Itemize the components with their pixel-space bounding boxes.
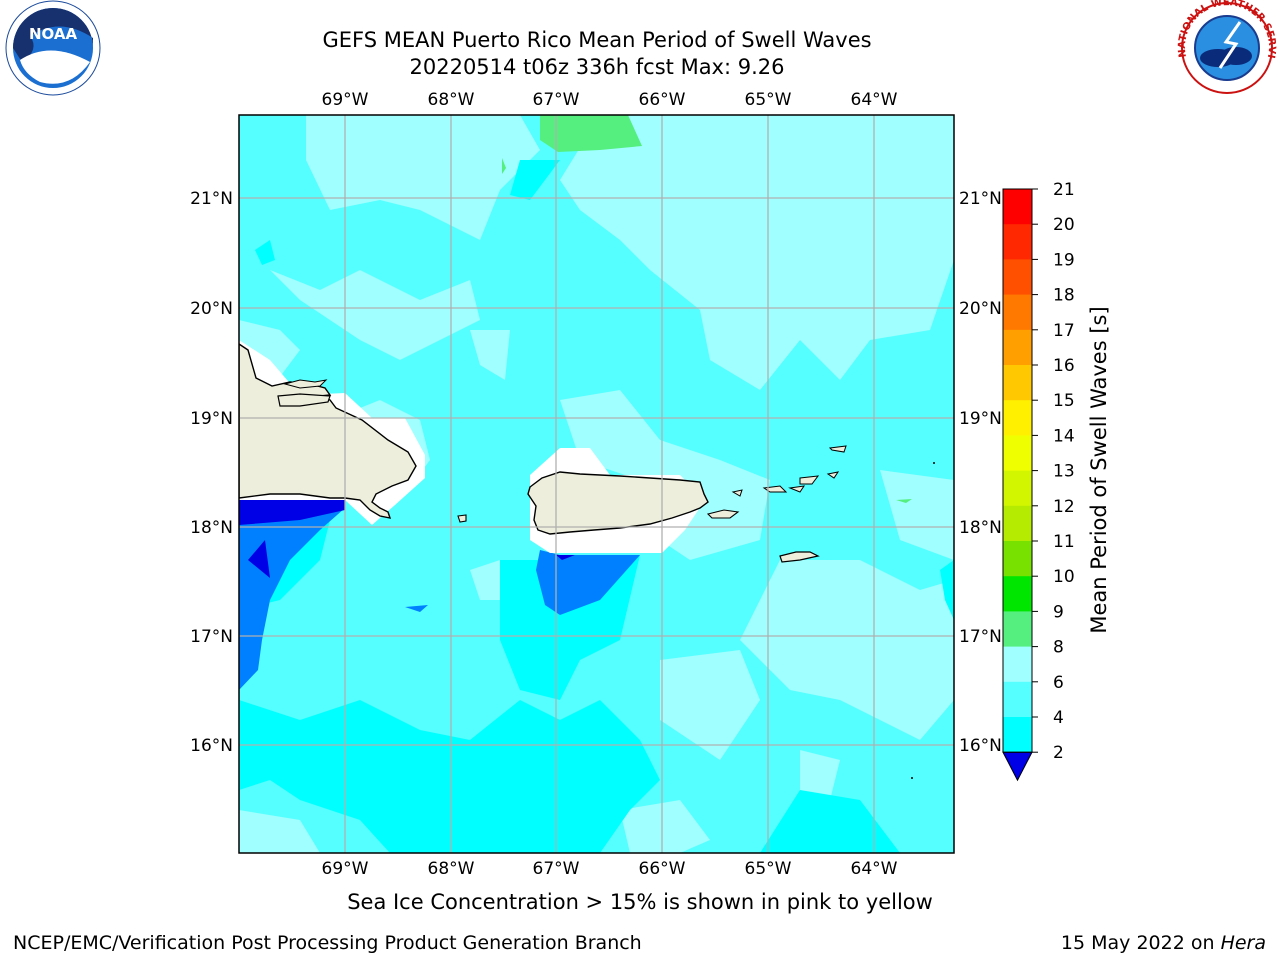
colorbar-segment xyxy=(1003,365,1032,401)
colorbar-tick-label: 12 xyxy=(1053,497,1075,517)
sea-ice-note: Sea Ice Concentration > 15% is shown in … xyxy=(347,890,933,914)
colorbar-tick-label: 18 xyxy=(1053,286,1075,306)
map-frame xyxy=(238,114,955,854)
colorbar-segment xyxy=(1003,576,1032,612)
colorbar-tick-label: 17 xyxy=(1053,321,1075,341)
lon-label-top: 68°W xyxy=(428,90,475,110)
lon-label-bottom: 65°W xyxy=(745,859,792,879)
colorbar-tick-label: 21 xyxy=(1053,180,1075,200)
swell-9-10s-contour xyxy=(540,115,642,152)
colorbar-tick-label: 13 xyxy=(1053,462,1075,482)
colorbar-tick-label: 11 xyxy=(1053,532,1075,552)
lat-label-left: 20°N xyxy=(190,299,233,319)
nws-logo-text: NATIONAL WEATHER SERVICE xyxy=(0,0,1277,59)
colorbar-segment xyxy=(1003,294,1032,331)
lat-label-right: 17°N xyxy=(959,627,1002,647)
lat-label-left: 19°N xyxy=(190,409,233,429)
svg-text:NATIONAL WEATHER SERVICE: NATIONAL WEATHER SERVICE xyxy=(0,0,1277,59)
map-area xyxy=(239,115,954,853)
noaa-logo: NOAA xyxy=(5,0,101,96)
colorbar-tick-label: 10 xyxy=(1053,567,1075,587)
lon-label-bottom: 64°W xyxy=(851,859,898,879)
colorbar-segment xyxy=(1003,611,1032,648)
colorbar-segment xyxy=(1003,224,1032,260)
graticule xyxy=(239,115,954,853)
footer-date: 15 May 2022 on Hera xyxy=(1061,932,1266,954)
colorbar-segment xyxy=(1003,329,1032,366)
lat-label-left: 17°N xyxy=(190,627,233,647)
lat-label-right: 19°N xyxy=(959,409,1002,429)
colorbar-tick-label: 19 xyxy=(1053,250,1075,270)
lon-label-top: 64°W xyxy=(851,90,898,110)
colorbar-tick-label: 4 xyxy=(1053,708,1064,728)
colorbar-tick-label: 20 xyxy=(1053,215,1075,235)
lon-label-bottom: 66°W xyxy=(639,859,686,879)
colorbar-segment xyxy=(1003,470,1032,507)
colorbar-segment xyxy=(1003,505,1032,542)
colorbar-tick-label: 9 xyxy=(1053,602,1064,622)
colorbar-segment xyxy=(1003,681,1032,718)
colorbar-segment xyxy=(1003,259,1032,296)
colorbar-tick-label: 6 xyxy=(1053,673,1064,693)
lat-label-left: 21°N xyxy=(190,189,233,209)
colorbar-tick-label: 15 xyxy=(1053,391,1075,411)
colorbar-label: Mean Period of Swell Waves [s] xyxy=(1087,306,1111,633)
colorbar-tick-label: 14 xyxy=(1053,426,1075,446)
colorbar: 21 20 19 18 17 16 15 14 13 12 11 10 9 8 6 4 2 xyxy=(1002,180,1075,782)
lon-labels: 69°W 68°W 67°W 66°W 65°W 64°W 69°W 68°W … xyxy=(322,90,898,879)
footer-branch: NCEP/EMC/Verification Post Processing Pr… xyxy=(13,932,642,954)
chart-subtitle: 20220514 t06z 336h fcst Max: 9.26 xyxy=(409,55,785,79)
lon-label-top: 66°W xyxy=(639,90,686,110)
lon-label-bottom: 67°W xyxy=(533,859,580,879)
noaa-logo-text: NOAA xyxy=(29,25,78,43)
lon-label-top: 69°W xyxy=(322,90,369,110)
colorbar-segment xyxy=(1003,435,1032,472)
colorbar-segment xyxy=(1003,646,1032,683)
lat-label-right: 18°N xyxy=(959,518,1002,538)
colorbar-segment xyxy=(1003,541,1032,577)
nws-logo: NATIONAL WEATHER SERVICE xyxy=(0,0,1277,94)
footer-host: Hera xyxy=(1220,932,1266,954)
colorbar-under-triangle xyxy=(1002,751,1033,782)
colorbar-tick-label: 16 xyxy=(1053,356,1075,376)
lon-label-top: 67°W xyxy=(533,90,580,110)
footer-date-text: 15 May 2022 on xyxy=(1060,932,1221,954)
land-tortuga xyxy=(277,393,331,407)
colorbar-tick-label: 8 xyxy=(1053,638,1064,658)
lat-label-right: 21°N xyxy=(959,189,1002,209)
land-st-croix xyxy=(779,551,820,563)
colorbar-tick-label: 2 xyxy=(1053,743,1064,763)
colorbar-segment xyxy=(1003,717,1032,753)
lon-label-bottom: 69°W xyxy=(322,859,369,879)
chart-title: GEFS MEAN Puerto Rico Mean Period of Swe… xyxy=(322,28,872,52)
colorbar-segment xyxy=(1003,400,1032,436)
lon-label-bottom: 68°W xyxy=(428,859,475,879)
swell-below-2s-contours xyxy=(239,498,575,578)
lat-label-right: 20°N xyxy=(959,299,1002,319)
lat-label-left: 16°N xyxy=(190,736,233,756)
lat-label-right: 16°N xyxy=(959,736,1002,756)
lat-labels: 21°N 20°N 19°N 18°N 17°N 16°N 21°N 20°N … xyxy=(190,189,1002,756)
lat-label-left: 18°N xyxy=(190,518,233,538)
colorbar-segment xyxy=(1003,189,1032,225)
lon-label-top: 65°W xyxy=(745,90,792,110)
